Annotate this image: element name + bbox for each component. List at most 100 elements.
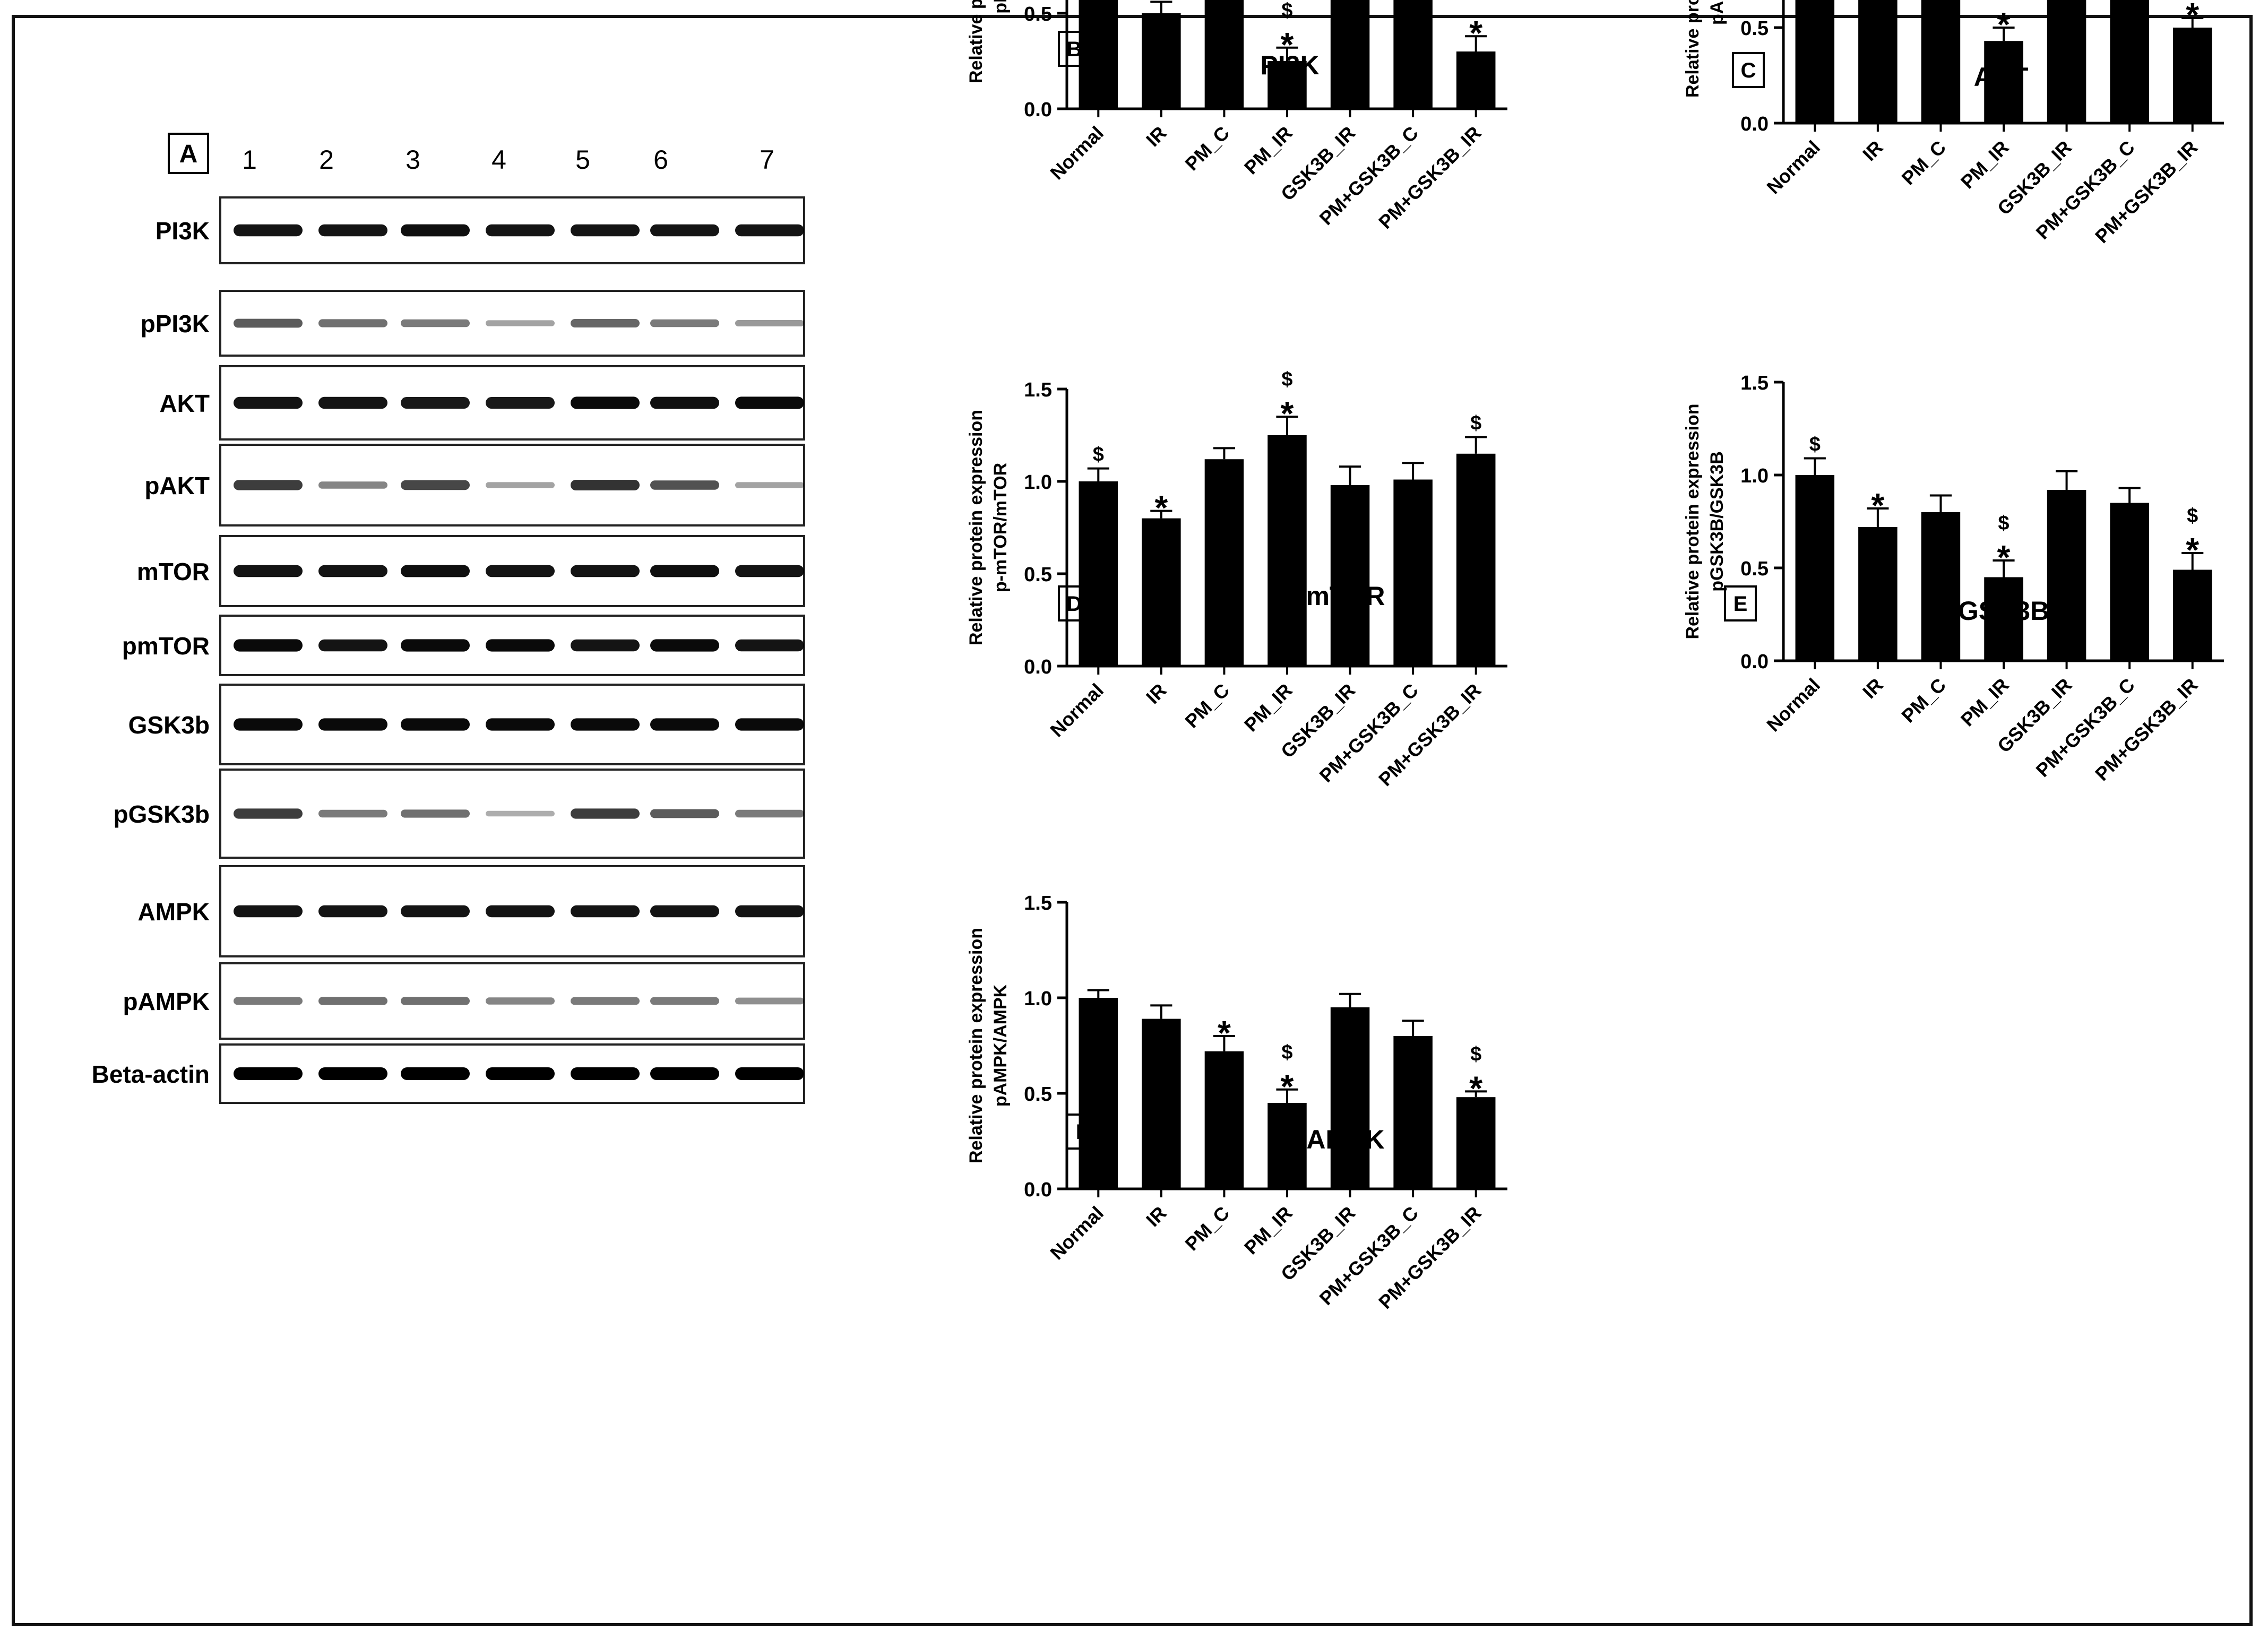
blot-band: [318, 565, 387, 577]
bar: [1456, 51, 1496, 109]
blot-label: pPI3K: [141, 310, 210, 338]
significance-star: *: [1154, 0, 1168, 18]
x-tick-label: PM_IR: [1240, 679, 1297, 736]
bar: [1079, 481, 1118, 666]
y-tick-label: 1.5: [1024, 892, 1052, 914]
blot-band: [571, 639, 640, 652]
blot-band: [401, 905, 470, 918]
bar: [2172, 28, 2212, 123]
blot-band: [234, 1067, 303, 1080]
bar: [1858, 527, 1898, 661]
blot-band: [650, 809, 719, 818]
blot-row: GSK3b: [128, 684, 805, 765]
lane-number: 2: [319, 145, 334, 175]
bar: [1142, 518, 1181, 666]
x-tick-label: PM_C: [1897, 674, 1950, 727]
y-axis-label: pGSK3B/GSK3B: [1707, 451, 1727, 592]
blot-band: [401, 639, 470, 652]
figure-frame: [12, 15, 2253, 1626]
blot-band: [571, 1067, 640, 1080]
x-tick-label: IR: [1142, 1202, 1170, 1231]
significance-star: *: [1281, 1067, 1294, 1106]
blot-band: [650, 480, 719, 490]
significance-star: *: [2186, 0, 2199, 34]
blot-row: pAMPK: [123, 962, 805, 1040]
blot-band: [735, 396, 804, 409]
bar: [1267, 1103, 1307, 1189]
significance-dollar: $: [1998, 0, 2009, 2]
blot-band: [571, 905, 640, 918]
blot-band: [401, 396, 470, 409]
significance-dollar: $: [1470, 1043, 1481, 1065]
blot-band: [571, 224, 640, 237]
blot-band: [486, 320, 555, 326]
y-tick-label: 1.0: [1024, 471, 1052, 494]
blot-band: [650, 718, 719, 731]
y-tick-label: 0.0: [1024, 656, 1052, 678]
blot-band: [486, 997, 555, 1005]
y-axis-label: pPI3K/PI3K: [990, 0, 1011, 14]
bar: [1204, 459, 1244, 666]
y-tick-label: 0.5: [1024, 1083, 1052, 1106]
blot-band: [401, 997, 470, 1005]
bar: [1984, 41, 2023, 123]
blot-band: [650, 905, 719, 918]
y-axis-label: pAMPK/AMPK: [990, 984, 1011, 1107]
significance-dollar: $: [1281, 368, 1292, 391]
blot-band: [318, 997, 387, 1005]
blot-band: [650, 319, 719, 327]
blot-band: [234, 905, 303, 918]
blot-band: [571, 396, 640, 409]
blot-label: pGSK3b: [114, 800, 210, 828]
blot-band: [650, 224, 719, 237]
y-axis-label: pAKT/AKT: [1707, 0, 1727, 25]
blot-band: [571, 565, 640, 577]
y-axis-label: Relative protein expression: [1683, 0, 1703, 98]
blot-band: [234, 997, 303, 1005]
significance-star: *: [1281, 394, 1294, 433]
blot-row: pAKT: [144, 444, 805, 526]
blot-band: [318, 224, 387, 237]
x-tick-label: IR: [1858, 674, 1887, 703]
panel-letter-box: [1732, 52, 1765, 88]
blot-band: [318, 481, 387, 489]
panel-letter: A: [179, 140, 198, 168]
blot-band: [234, 808, 303, 819]
y-axis-label: Relative protein expression: [1683, 403, 1703, 639]
blot-label: pAMPK: [123, 988, 210, 1015]
significance-star: *: [1218, 1014, 1231, 1052]
x-tick-label: Normal: [1762, 136, 1824, 198]
blot-band: [234, 718, 303, 731]
significance-dollar: $: [1281, 0, 1292, 22]
blot-band: [486, 396, 555, 409]
lane-number: 3: [406, 145, 420, 175]
blot-band: [735, 905, 804, 918]
blot-label: Beta-actin: [92, 1060, 210, 1088]
blot-label: pAKT: [144, 472, 210, 499]
significance-star: *: [1997, 5, 2011, 44]
significance-star: *: [1997, 538, 2011, 576]
blot-band: [234, 224, 303, 237]
lane-number: 7: [760, 145, 774, 175]
bar: [1267, 61, 1307, 109]
significance-star: *: [1871, 486, 1884, 524]
bar: [1393, 0, 1433, 109]
blot-band: [486, 482, 555, 488]
lane-number: 4: [491, 145, 506, 175]
significance-dollar: $: [2187, 505, 2198, 527]
y-tick-label: 1.5: [1024, 379, 1052, 401]
blot-band: [735, 482, 804, 488]
blot-band: [401, 480, 470, 490]
bar: [2172, 569, 2212, 661]
blot-band: [401, 809, 470, 818]
lane-number: 5: [575, 145, 590, 175]
significance-star: *: [2186, 531, 2199, 569]
bar: [1795, 475, 1835, 661]
blot-row: Beta-actin: [92, 1043, 805, 1104]
bar: [1330, 1007, 1370, 1189]
blot-band: [401, 565, 470, 577]
bar: [1795, 0, 1835, 123]
